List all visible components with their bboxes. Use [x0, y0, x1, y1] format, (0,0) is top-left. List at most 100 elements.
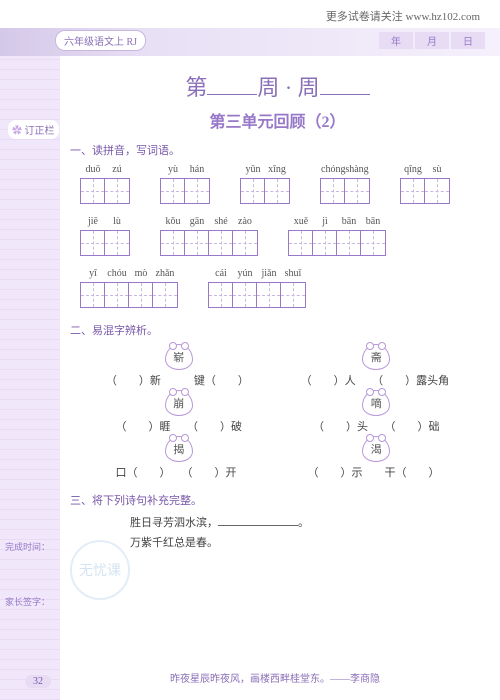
char-box[interactable] [129, 283, 153, 307]
parent-sign-label: 家长签字： [5, 595, 50, 608]
char-box[interactable] [241, 179, 265, 203]
pinyin-syllable: shé [209, 216, 233, 230]
char-box[interactable] [81, 231, 105, 255]
char-box[interactable] [161, 179, 185, 203]
char-box[interactable] [153, 283, 177, 307]
pinyin-syllable: duō [81, 164, 105, 178]
pinyin-syllable: shàng [345, 164, 369, 178]
poem-line: 胜日寻芳泗水滨，。 [70, 514, 485, 530]
pinyin-syllable: yī [81, 268, 105, 282]
pinyin-syllable: mò [129, 268, 153, 282]
fill-blank-item[interactable]: （ ）头 （ ）础 [313, 418, 440, 434]
char-box[interactable] [81, 283, 105, 307]
char-box[interactable] [185, 179, 209, 203]
pinyin-syllable: jì [313, 216, 337, 230]
char-box[interactable] [233, 231, 257, 255]
completion-time-label: 完成时间： [5, 540, 50, 553]
char-box[interactable] [289, 231, 313, 255]
pinyin-syllable: yù [161, 164, 185, 178]
pinyin-syllable: yūn [241, 164, 265, 178]
pinyin-group: xuějìbānbān [288, 216, 386, 256]
pinyin-syllable: xīng [265, 164, 289, 178]
char-box[interactable] [401, 179, 425, 203]
char-input-boxes[interactable] [208, 282, 306, 308]
section2-title: 二、易混字辨析。 [70, 322, 485, 338]
char-input-boxes[interactable] [400, 178, 450, 204]
pinyin-syllable: gān [185, 216, 209, 230]
char-box[interactable] [233, 283, 257, 307]
date-day: 日 [451, 32, 485, 49]
page-number: 32 [25, 675, 51, 688]
main-content: 第周 · 周 第三单元回顾（2） 一、读拼音，写词语。 duōzúyùhányū… [70, 70, 485, 650]
fill-blank-item[interactable]: 口（ ） （ ）开 [116, 464, 237, 480]
page-title: 第周 · 周 [70, 70, 485, 102]
char-box[interactable] [281, 283, 305, 307]
pinyin-group: kǒugānshézào [160, 216, 258, 256]
char-box[interactable] [105, 231, 129, 255]
character-pairs: 崭斋（ ）新 键（ ）（ ）人 （ ）露头角崩嘀（ ）睚 （ ）破（ ）头 （ … [70, 344, 485, 480]
char-box[interactable] [345, 179, 369, 203]
fill-blank-item[interactable]: （ ）示 干（ ） [308, 464, 440, 480]
pinyin-syllable: jiǎn [257, 268, 281, 282]
char-input-boxes[interactable] [80, 282, 178, 308]
title-blank2 [320, 94, 370, 95]
title-blank1 [207, 94, 257, 95]
fill-blank-item[interactable]: （ ）睚 （ ）破 [116, 418, 243, 434]
char-box[interactable] [105, 283, 129, 307]
char-box[interactable] [361, 231, 385, 255]
flower-char: 斋 [362, 344, 390, 370]
char-input-boxes[interactable] [80, 230, 130, 256]
poem-lines: 胜日寻芳泗水滨，。万紫千红总是春。 [70, 514, 485, 550]
char-box[interactable] [313, 231, 337, 255]
pinyin-group: jiēlù [80, 216, 130, 256]
pinyin-group: cáiyúnjiǎnshuǐ [208, 268, 306, 308]
pinyin-syllable: zào [233, 216, 257, 230]
char-box[interactable] [321, 179, 345, 203]
header-label: 六年级语文上 RJ [55, 30, 146, 51]
footer-quote: 昨夜星辰昨夜风，画楼西畔桂堂东。——李商隐 [170, 670, 480, 685]
char-box[interactable] [209, 283, 233, 307]
flower-char: 崩 [165, 390, 193, 416]
pinyin-group: yùhán [160, 164, 210, 204]
char-box[interactable] [257, 283, 281, 307]
pinyin-syllable: jiē [81, 216, 105, 230]
pinyin-groups: duōzúyùhányūnxīngchóngshàngqīngsùjiēlùkǒ… [70, 164, 485, 308]
char-box[interactable] [337, 231, 361, 255]
char-box[interactable] [81, 179, 105, 203]
pinyin-syllable: lù [105, 216, 129, 230]
section1-title: 一、读拼音，写词语。 [70, 142, 485, 158]
pinyin-group: yīchóumòzhǎn [80, 268, 178, 308]
char-box[interactable] [185, 231, 209, 255]
date-year: 年 [379, 32, 413, 49]
flower-char: 揭 [165, 436, 193, 462]
pinyin-syllable: shuǐ [281, 268, 305, 282]
pinyin-syllable: sù [425, 164, 449, 178]
pinyin-syllable: zhǎn [153, 268, 177, 282]
char-input-boxes[interactable] [288, 230, 386, 256]
char-input-boxes[interactable] [320, 178, 370, 204]
char-input-boxes[interactable] [240, 178, 290, 204]
char-box[interactable] [425, 179, 449, 203]
pinyin-syllable: chóu [105, 268, 129, 282]
fill-blank-item[interactable]: （ ）新 键（ ） [106, 372, 249, 388]
fill-blank-item[interactable]: （ ）人 （ ）露头角 [301, 372, 450, 388]
pinyin-syllable: chóng [321, 164, 345, 178]
char-input-boxes[interactable] [80, 178, 130, 204]
pinyin-syllable: qīng [401, 164, 425, 178]
pinyin-syllable: zú [105, 164, 129, 178]
sidebar-label: 订正栏 [8, 120, 59, 139]
char-input-boxes[interactable] [160, 178, 210, 204]
pinyin-syllable: yún [233, 268, 257, 282]
flower-char: 渴 [362, 436, 390, 462]
char-input-boxes[interactable] [160, 230, 258, 256]
date-month: 月 [415, 32, 449, 49]
date-boxes: 年 月 日 [379, 32, 485, 49]
char-box[interactable] [209, 231, 233, 255]
flower-char: 崭 [165, 344, 193, 370]
poem-blank[interactable] [218, 525, 298, 526]
title-prefix: 第 [185, 75, 207, 100]
pinyin-group: duōzú [80, 164, 130, 204]
char-box[interactable] [105, 179, 129, 203]
char-box[interactable] [161, 231, 185, 255]
char-box[interactable] [265, 179, 289, 203]
